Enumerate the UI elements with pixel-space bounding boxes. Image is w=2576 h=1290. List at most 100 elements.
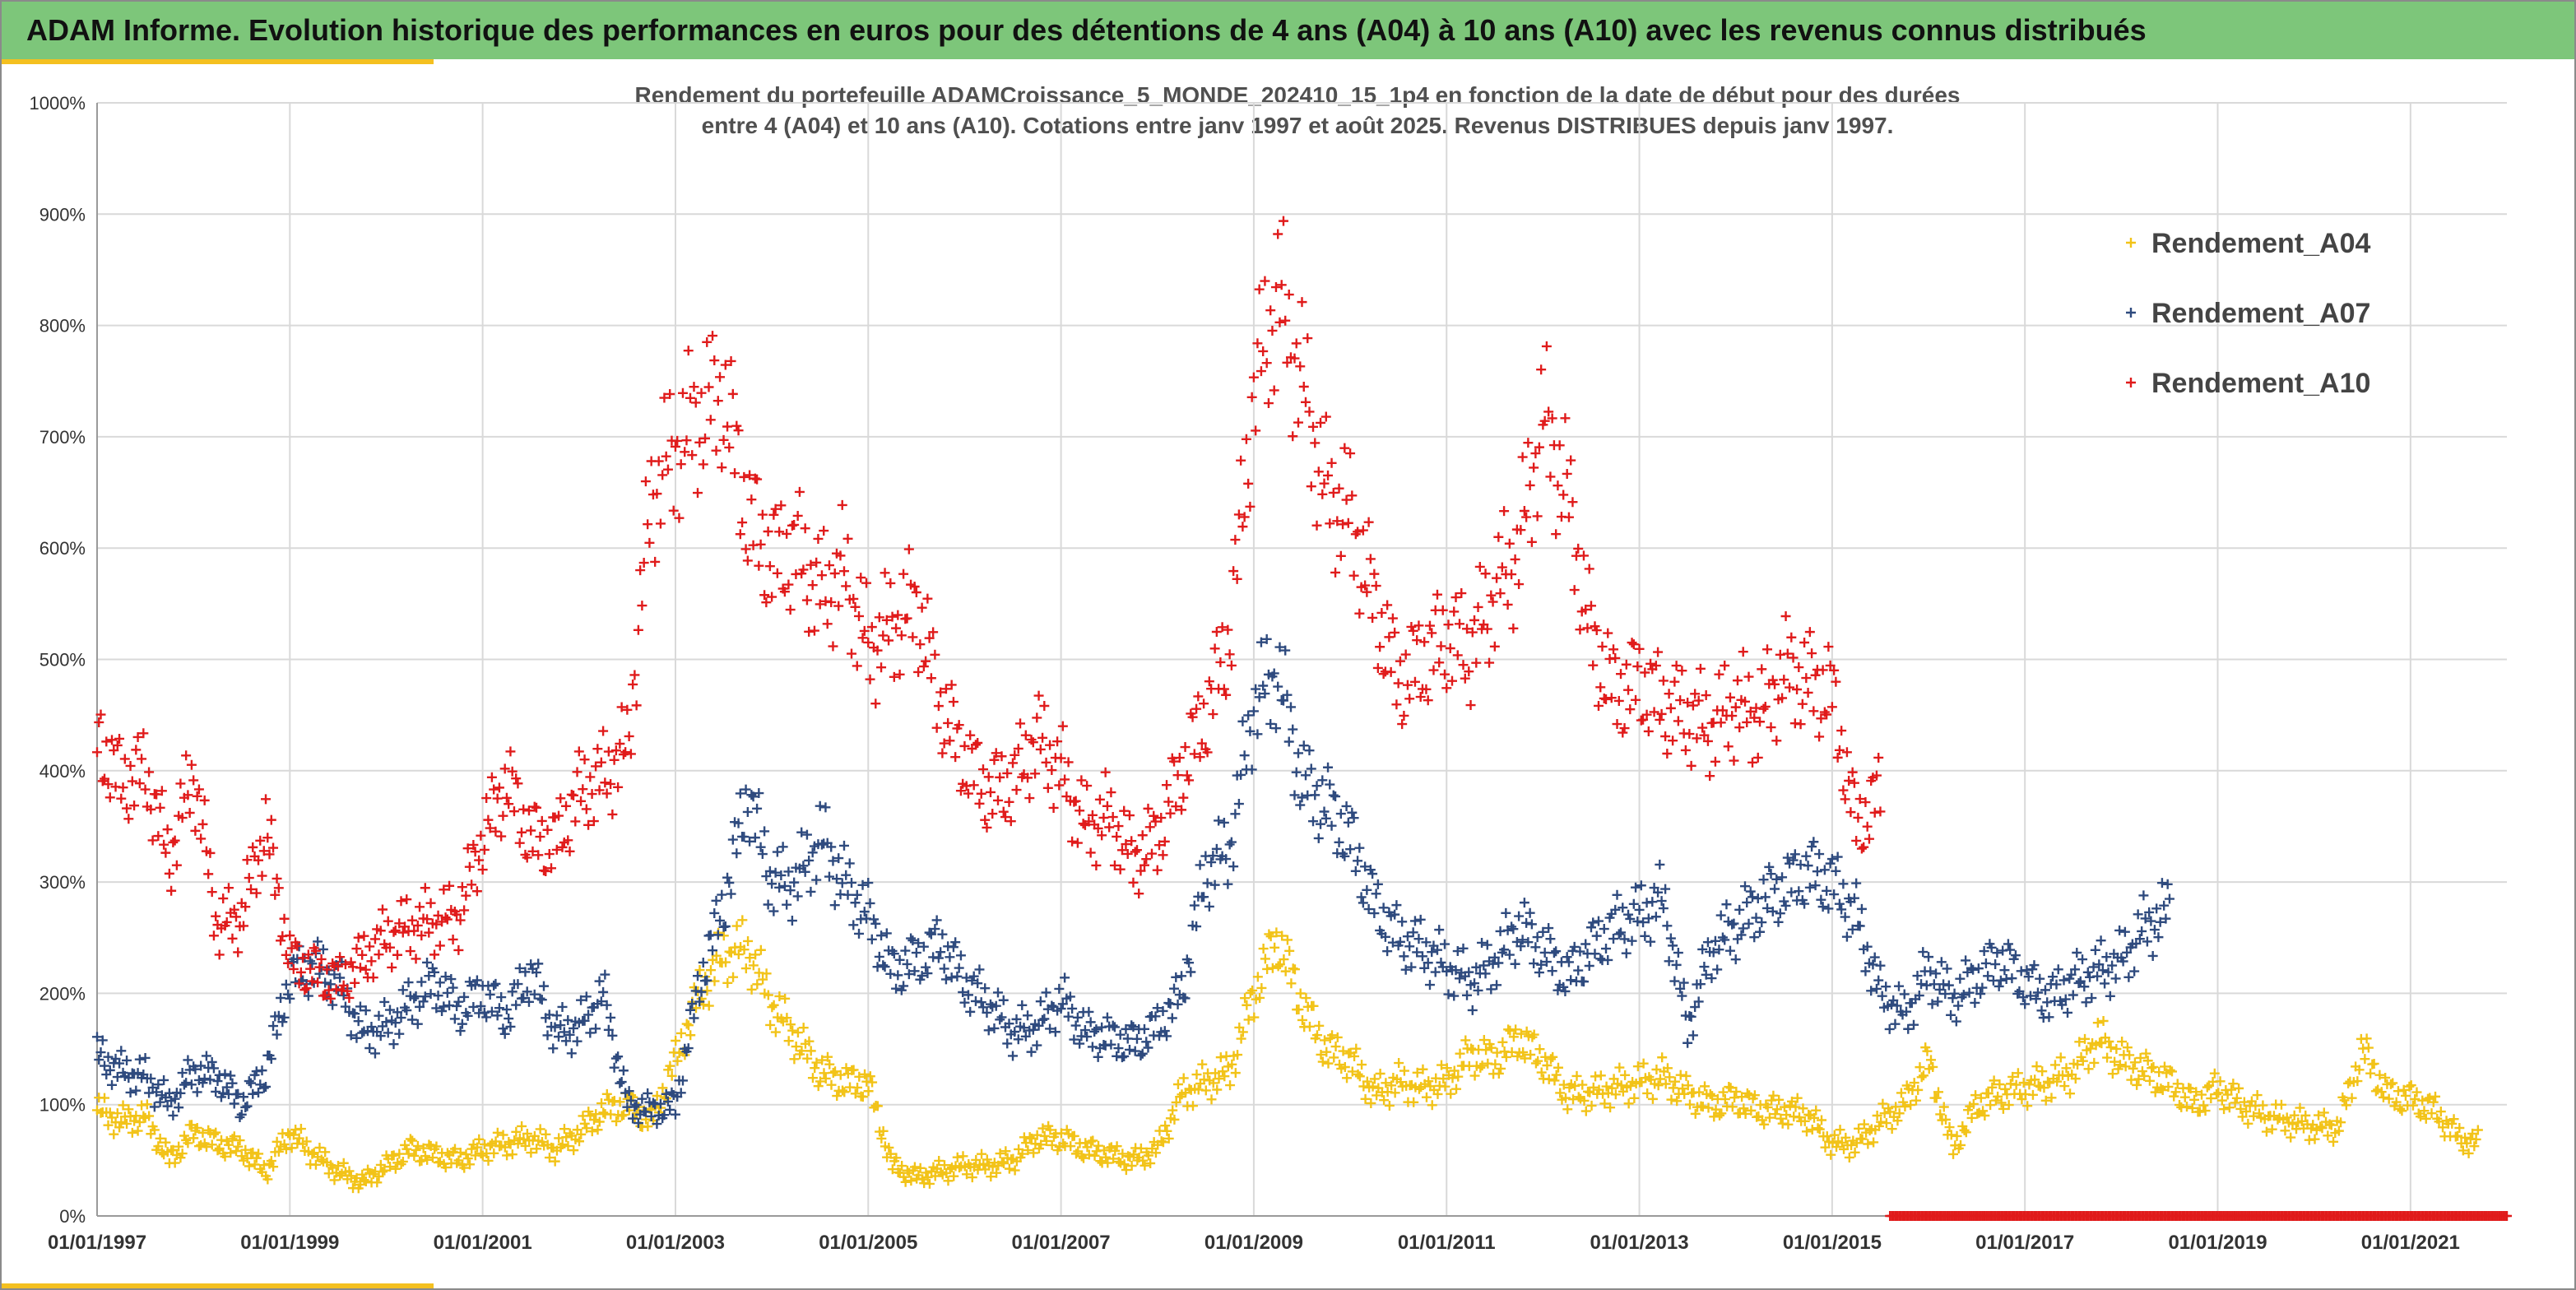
data-point xyxy=(501,792,512,803)
data-point xyxy=(405,946,415,957)
data-point xyxy=(229,904,239,915)
data-point xyxy=(1551,946,1562,957)
data-point xyxy=(1283,290,1294,300)
data-point xyxy=(168,837,179,847)
data-point xyxy=(541,1129,551,1139)
data-point xyxy=(1436,1060,1446,1070)
data-point xyxy=(828,1067,838,1078)
data-point xyxy=(1723,741,1734,752)
data-point xyxy=(1662,1063,1673,1074)
data-point xyxy=(1319,806,1330,817)
data-point xyxy=(1959,1125,1970,1135)
data-point xyxy=(211,1127,221,1138)
data-point xyxy=(1372,662,1383,673)
data-point xyxy=(761,968,772,979)
data-point xyxy=(2194,1107,2205,1117)
data-point xyxy=(694,996,705,1007)
data-point xyxy=(1847,767,1858,777)
data-point xyxy=(971,1154,982,1165)
data-point xyxy=(1931,968,1942,979)
data-point xyxy=(1758,703,1769,714)
data-point xyxy=(950,937,961,948)
data-point xyxy=(1478,960,1489,971)
data-point xyxy=(1072,1012,1083,1023)
data-point xyxy=(1798,1103,1808,1114)
data-point xyxy=(1618,903,1628,913)
data-point xyxy=(1152,865,1163,875)
data-point xyxy=(415,1001,425,1012)
data-point xyxy=(1150,816,1161,827)
data-point xyxy=(1541,341,1552,351)
data-point xyxy=(424,1139,434,1150)
data-point xyxy=(457,1019,467,1029)
data-point xyxy=(504,799,514,810)
data-point xyxy=(926,929,936,940)
data-point xyxy=(2114,925,2125,935)
data-point xyxy=(1918,947,1929,958)
data-point xyxy=(789,877,800,888)
data-point xyxy=(1189,900,1200,911)
data-point xyxy=(1126,836,1137,847)
data-point xyxy=(1143,1042,1153,1053)
data-point xyxy=(1541,957,1552,968)
data-point xyxy=(935,687,946,698)
data-point xyxy=(1480,968,1491,979)
data-point xyxy=(696,387,707,398)
data-point xyxy=(2128,1063,2138,1074)
data-point xyxy=(702,986,712,996)
data-point xyxy=(1701,969,1711,980)
data-point xyxy=(833,601,844,611)
data-point xyxy=(1849,777,1859,788)
data-point xyxy=(346,957,356,968)
data-point xyxy=(94,717,104,727)
data-point xyxy=(581,991,592,1002)
data-point xyxy=(737,517,748,528)
data-point xyxy=(1650,912,1661,922)
data-point xyxy=(420,991,430,1002)
data-point xyxy=(1872,1110,1882,1121)
data-point xyxy=(1227,1059,1237,1070)
data-point xyxy=(1015,718,1026,729)
data-point xyxy=(740,784,751,795)
data-point xyxy=(1890,1019,1901,1029)
data-point xyxy=(1634,643,1645,654)
data-point xyxy=(1084,1149,1094,1160)
data-point xyxy=(867,1077,878,1088)
data-point xyxy=(1845,807,1856,818)
data-point xyxy=(407,1014,418,1025)
data-point xyxy=(1634,904,1645,915)
data-point xyxy=(807,1073,818,1084)
data-point xyxy=(1612,719,1622,730)
data-point xyxy=(672,435,683,446)
data-point xyxy=(132,1068,143,1079)
data-point xyxy=(1924,952,1934,963)
data-point xyxy=(898,568,909,579)
data-point xyxy=(1150,1011,1161,1022)
data-point xyxy=(1909,1078,1919,1088)
data-point xyxy=(472,1142,483,1153)
x-tick-label: 01/01/2013 xyxy=(1590,1232,1688,1254)
data-point xyxy=(1571,1070,1582,1081)
data-point xyxy=(998,995,1009,1005)
data-point xyxy=(1233,509,1244,520)
data-point xyxy=(1508,623,1519,633)
data-point xyxy=(1432,944,1442,955)
data-point xyxy=(866,622,877,633)
data-point xyxy=(344,1166,355,1176)
data-point xyxy=(1218,817,1229,828)
data-point xyxy=(2017,992,2028,1003)
data-point xyxy=(1456,588,1467,599)
data-point xyxy=(1529,462,1539,473)
data-point xyxy=(1400,964,1411,975)
data-point xyxy=(377,904,388,915)
data-point xyxy=(1752,893,1763,904)
data-point xyxy=(717,889,727,900)
data-point xyxy=(777,842,788,852)
data-point xyxy=(1693,695,1704,706)
data-point xyxy=(1230,809,1241,819)
data-point xyxy=(2215,1076,2226,1087)
data-point xyxy=(1700,1081,1710,1092)
data-point xyxy=(854,1071,865,1082)
data-point xyxy=(242,855,253,865)
data-point xyxy=(1523,937,1534,948)
